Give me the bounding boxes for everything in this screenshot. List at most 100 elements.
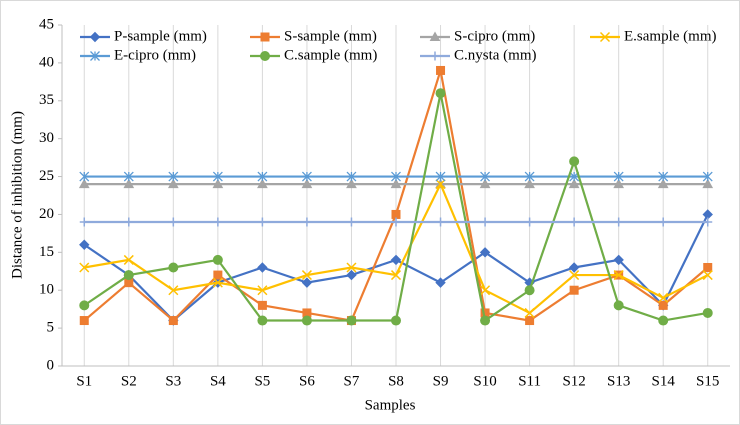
- marker: [480, 217, 490, 227]
- marker: [703, 262, 713, 272]
- marker: [257, 315, 268, 326]
- marker: [599, 31, 611, 43]
- legend-item: S-cipro (mm): [420, 28, 535, 44]
- marker: [168, 217, 178, 227]
- marker: [167, 178, 179, 189]
- y-tick-label: 15: [39, 244, 54, 260]
- marker: [436, 217, 446, 227]
- marker: [569, 285, 579, 295]
- marker: [524, 178, 535, 189]
- marker: [390, 270, 402, 281]
- legend-item: C.sample (mm): [250, 47, 377, 63]
- marker: [123, 171, 134, 182]
- marker: [479, 178, 491, 189]
- marker: [346, 269, 357, 281]
- marker: [568, 262, 580, 273]
- legend-label: S-cipro (mm): [454, 28, 535, 44]
- marker: [480, 171, 491, 182]
- marker: [168, 285, 179, 296]
- marker: [212, 254, 223, 265]
- marker: [212, 178, 224, 189]
- marker: [212, 171, 223, 182]
- marker: [90, 51, 100, 61]
- x-tick-label: S8: [388, 373, 404, 389]
- marker: [124, 217, 134, 227]
- marker: [658, 217, 668, 227]
- marker: [658, 315, 669, 326]
- marker: [79, 217, 89, 227]
- marker: [430, 51, 440, 61]
- marker: [79, 262, 90, 273]
- legend-label: P-sample (mm): [114, 28, 207, 44]
- marker: [89, 31, 101, 43]
- marker: [301, 270, 312, 281]
- marker: [480, 285, 491, 296]
- marker: [212, 277, 223, 288]
- marker: [435, 277, 446, 288]
- marker: [702, 178, 714, 189]
- marker: [301, 315, 312, 326]
- marker: [569, 217, 579, 227]
- marker: [524, 307, 535, 318]
- marker: [391, 315, 401, 326]
- legend-label: C.nysta (mm): [454, 47, 537, 63]
- marker: [435, 171, 446, 182]
- y-tick-label: 30: [39, 130, 54, 146]
- marker: [568, 178, 580, 189]
- marker: [525, 316, 535, 326]
- marker: [435, 179, 446, 190]
- marker: [658, 292, 669, 303]
- x-tick-label: S7: [344, 373, 360, 389]
- legend-label: E-cipro (mm): [114, 47, 196, 63]
- marker: [346, 217, 356, 227]
- y-tick-label: 5: [47, 320, 55, 336]
- marker: [79, 316, 89, 326]
- marker: [346, 315, 357, 326]
- x-tick-label: S4: [210, 373, 226, 389]
- marker: [123, 254, 134, 265]
- marker: [390, 178, 402, 189]
- marker: [391, 217, 401, 227]
- marker: [123, 178, 135, 189]
- x-tick-label: S14: [652, 373, 676, 389]
- marker: [613, 270, 624, 281]
- y-tick-label: 45: [39, 16, 54, 32]
- legend-item: C.nysta (mm): [420, 47, 537, 63]
- marker: [391, 171, 401, 182]
- marker: [479, 247, 491, 258]
- marker: [346, 262, 357, 273]
- marker: [346, 178, 357, 189]
- y-tick-label: 10: [39, 282, 54, 298]
- legend-label: S-sample (mm): [284, 28, 377, 44]
- x-tick-label: S10: [473, 373, 496, 389]
- y-tick-label: 40: [39, 54, 54, 70]
- marker: [657, 178, 669, 189]
- marker: [301, 171, 312, 182]
- marker: [658, 300, 668, 310]
- marker: [702, 171, 713, 182]
- marker: [391, 209, 401, 219]
- marker: [613, 171, 624, 182]
- marker: [301, 178, 313, 189]
- marker: [301, 277, 313, 288]
- x-tick-label: S1: [76, 373, 92, 389]
- y-tick-label: 0: [47, 357, 55, 373]
- x-tick-label: S15: [696, 373, 719, 389]
- marker: [257, 285, 268, 296]
- legend-item: S-sample (mm): [250, 28, 377, 44]
- marker: [260, 32, 270, 42]
- x-tick-label: S2: [121, 373, 137, 389]
- marker: [257, 300, 267, 310]
- marker: [346, 171, 357, 182]
- marker: [257, 262, 268, 273]
- marker: [168, 316, 178, 326]
- marker: [302, 217, 312, 227]
- x-tick-label: S11: [518, 373, 541, 389]
- x-axis-title: Samples: [365, 397, 416, 413]
- marker: [79, 300, 90, 311]
- x-tick-label: S5: [254, 373, 270, 389]
- legend-label: C.sample (mm): [284, 47, 377, 63]
- marker: [257, 178, 268, 189]
- marker: [429, 31, 441, 41]
